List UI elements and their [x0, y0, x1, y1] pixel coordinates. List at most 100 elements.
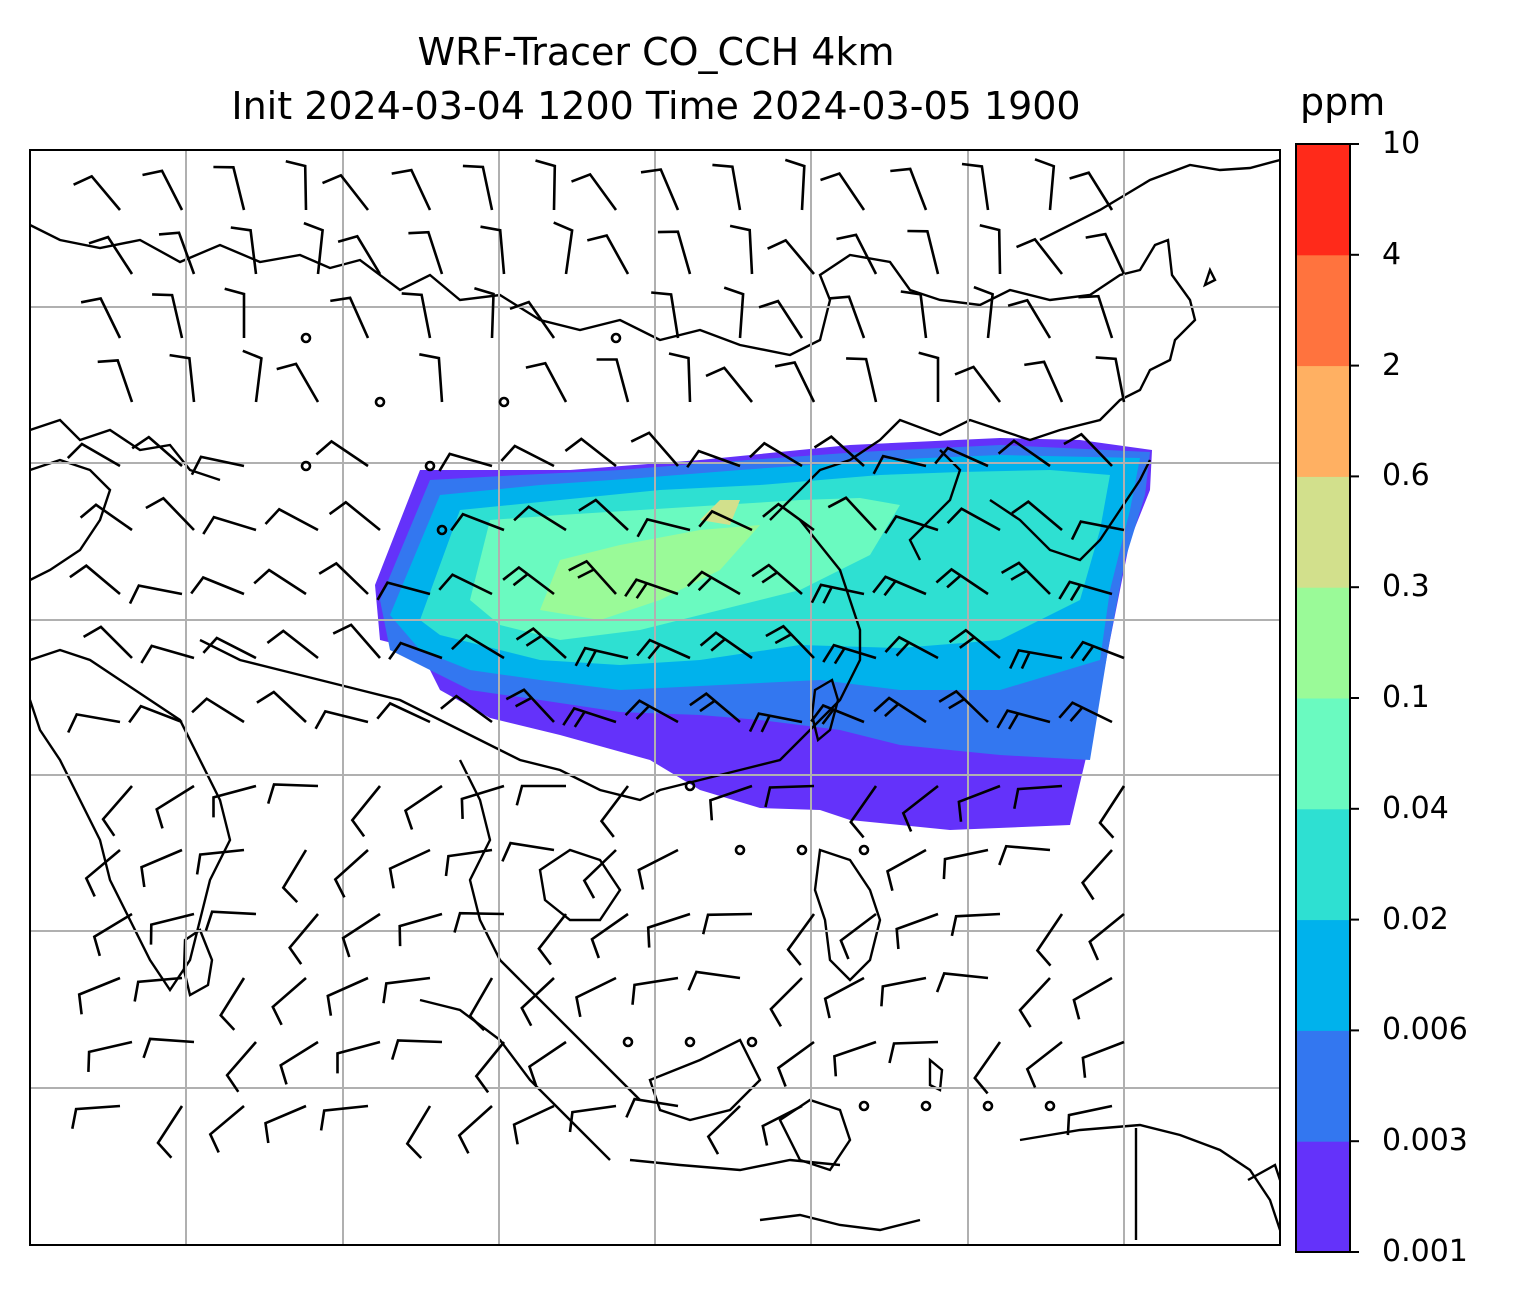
wind-barb	[723, 286, 745, 339]
wind-barb	[401, 292, 432, 339]
wind-barb	[527, 1040, 567, 1086]
wind-barb	[885, 848, 927, 892]
wind-barb	[225, 1041, 257, 1093]
wind-barb	[480, 225, 506, 275]
wind-barb	[599, 785, 630, 838]
wind-barb	[87, 1040, 133, 1072]
wind-barb	[133, 976, 183, 1002]
wind-barb	[131, 435, 183, 467]
wind-barb	[213, 165, 246, 211]
calm-wind-marker	[858, 1100, 870, 1112]
wind-barb	[266, 783, 319, 804]
wind-barb	[901, 784, 939, 833]
wind-barb	[973, 1041, 1002, 1095]
wind-barb	[748, 712, 803, 733]
wind-barb	[328, 500, 381, 532]
wind-barb	[973, 285, 994, 339]
wind-barb	[774, 361, 816, 403]
calm-wind-marker	[684, 780, 696, 792]
wind-barb	[142, 169, 184, 211]
wind-barb	[836, 233, 878, 275]
wind-barb	[1007, 298, 1052, 339]
wind-barb	[202, 636, 257, 660]
wind-barb	[938, 689, 989, 723]
wind-barb	[996, 709, 1051, 730]
wind-barb	[823, 976, 865, 1019]
wind-barb	[872, 575, 927, 597]
wind-barb	[1011, 500, 1063, 531]
wind-barb	[67, 712, 121, 734]
wind-barb	[630, 431, 679, 467]
wind-barb	[515, 626, 567, 659]
colorbar-bin-7	[1296, 365, 1350, 477]
wind-barb	[77, 976, 121, 1015]
wind-barb	[457, 1105, 493, 1154]
wind-barb	[156, 1105, 184, 1159]
wind-barb	[513, 505, 567, 532]
wind-barb	[762, 502, 815, 532]
wind-barb	[281, 849, 308, 904]
wind-barb	[321, 173, 370, 211]
wind-barb	[140, 848, 183, 888]
wind-barb	[230, 226, 258, 275]
wind-barb	[957, 784, 1001, 822]
wind-barb	[101, 785, 133, 837]
wind-barb	[1034, 158, 1056, 211]
wind-barb	[640, 168, 680, 211]
wind-barb	[828, 295, 866, 339]
wind-barb	[833, 1040, 877, 1077]
wind-barb	[190, 575, 245, 596]
wind-barb	[1070, 520, 1125, 541]
wind-barb	[1013, 784, 1063, 809]
wind-barb	[440, 694, 493, 724]
wind-barb	[651, 291, 680, 339]
wind-barb	[668, 352, 692, 403]
wind-barb	[212, 784, 257, 818]
wind-barb	[1085, 232, 1126, 275]
colorbar-tick-label: 0.6	[1382, 458, 1430, 494]
colorbar-tick-label: 2	[1382, 347, 1402, 383]
wind-barb	[152, 293, 184, 339]
wind-barb	[1015, 237, 1064, 275]
calm-wind-marker	[622, 1036, 634, 1048]
colorbar-tick-label: 0.001	[1382, 1234, 1468, 1269]
wind-barb	[571, 172, 618, 211]
wind-barb	[948, 628, 1001, 660]
wind-barb	[1066, 1104, 1113, 1136]
wind-barb	[1063, 432, 1113, 467]
wind-barb	[729, 224, 754, 275]
wind-barb	[769, 977, 803, 1028]
wind-barb	[71, 1104, 121, 1129]
wind-barb	[264, 1104, 307, 1144]
wind-barb	[705, 366, 754, 403]
wind-barb	[751, 563, 803, 595]
wind-barb	[764, 784, 815, 808]
wind-barb	[330, 296, 370, 339]
wind-barb	[624, 699, 679, 724]
wind-barb	[460, 784, 505, 819]
wind-barb	[758, 299, 804, 339]
colorbar	[1295, 143, 1359, 1253]
wind-barb	[158, 231, 196, 275]
colorbar-bin-8	[1296, 254, 1350, 367]
wind-barb	[578, 498, 629, 531]
wind-barb	[303, 221, 324, 275]
wind-barb	[895, 912, 939, 950]
wind-barb	[1009, 648, 1063, 670]
calm-wind-marker	[610, 332, 622, 344]
wind-barb	[438, 573, 493, 596]
wind-barb	[813, 434, 865, 467]
wind-barb	[219, 977, 246, 1031]
wind-barb	[314, 709, 369, 730]
wind-barb	[438, 452, 493, 472]
wind-barb	[934, 446, 989, 468]
wind-barb	[408, 230, 444, 275]
wind-barb	[190, 455, 245, 476]
wind-barb	[637, 848, 679, 890]
wind-barb	[242, 349, 263, 403]
coastlines	[30, 158, 1280, 1240]
calm-wind-marker	[436, 524, 448, 536]
wind-barb	[82, 625, 133, 659]
wind-barb	[97, 359, 134, 403]
wind-barb	[535, 159, 557, 211]
